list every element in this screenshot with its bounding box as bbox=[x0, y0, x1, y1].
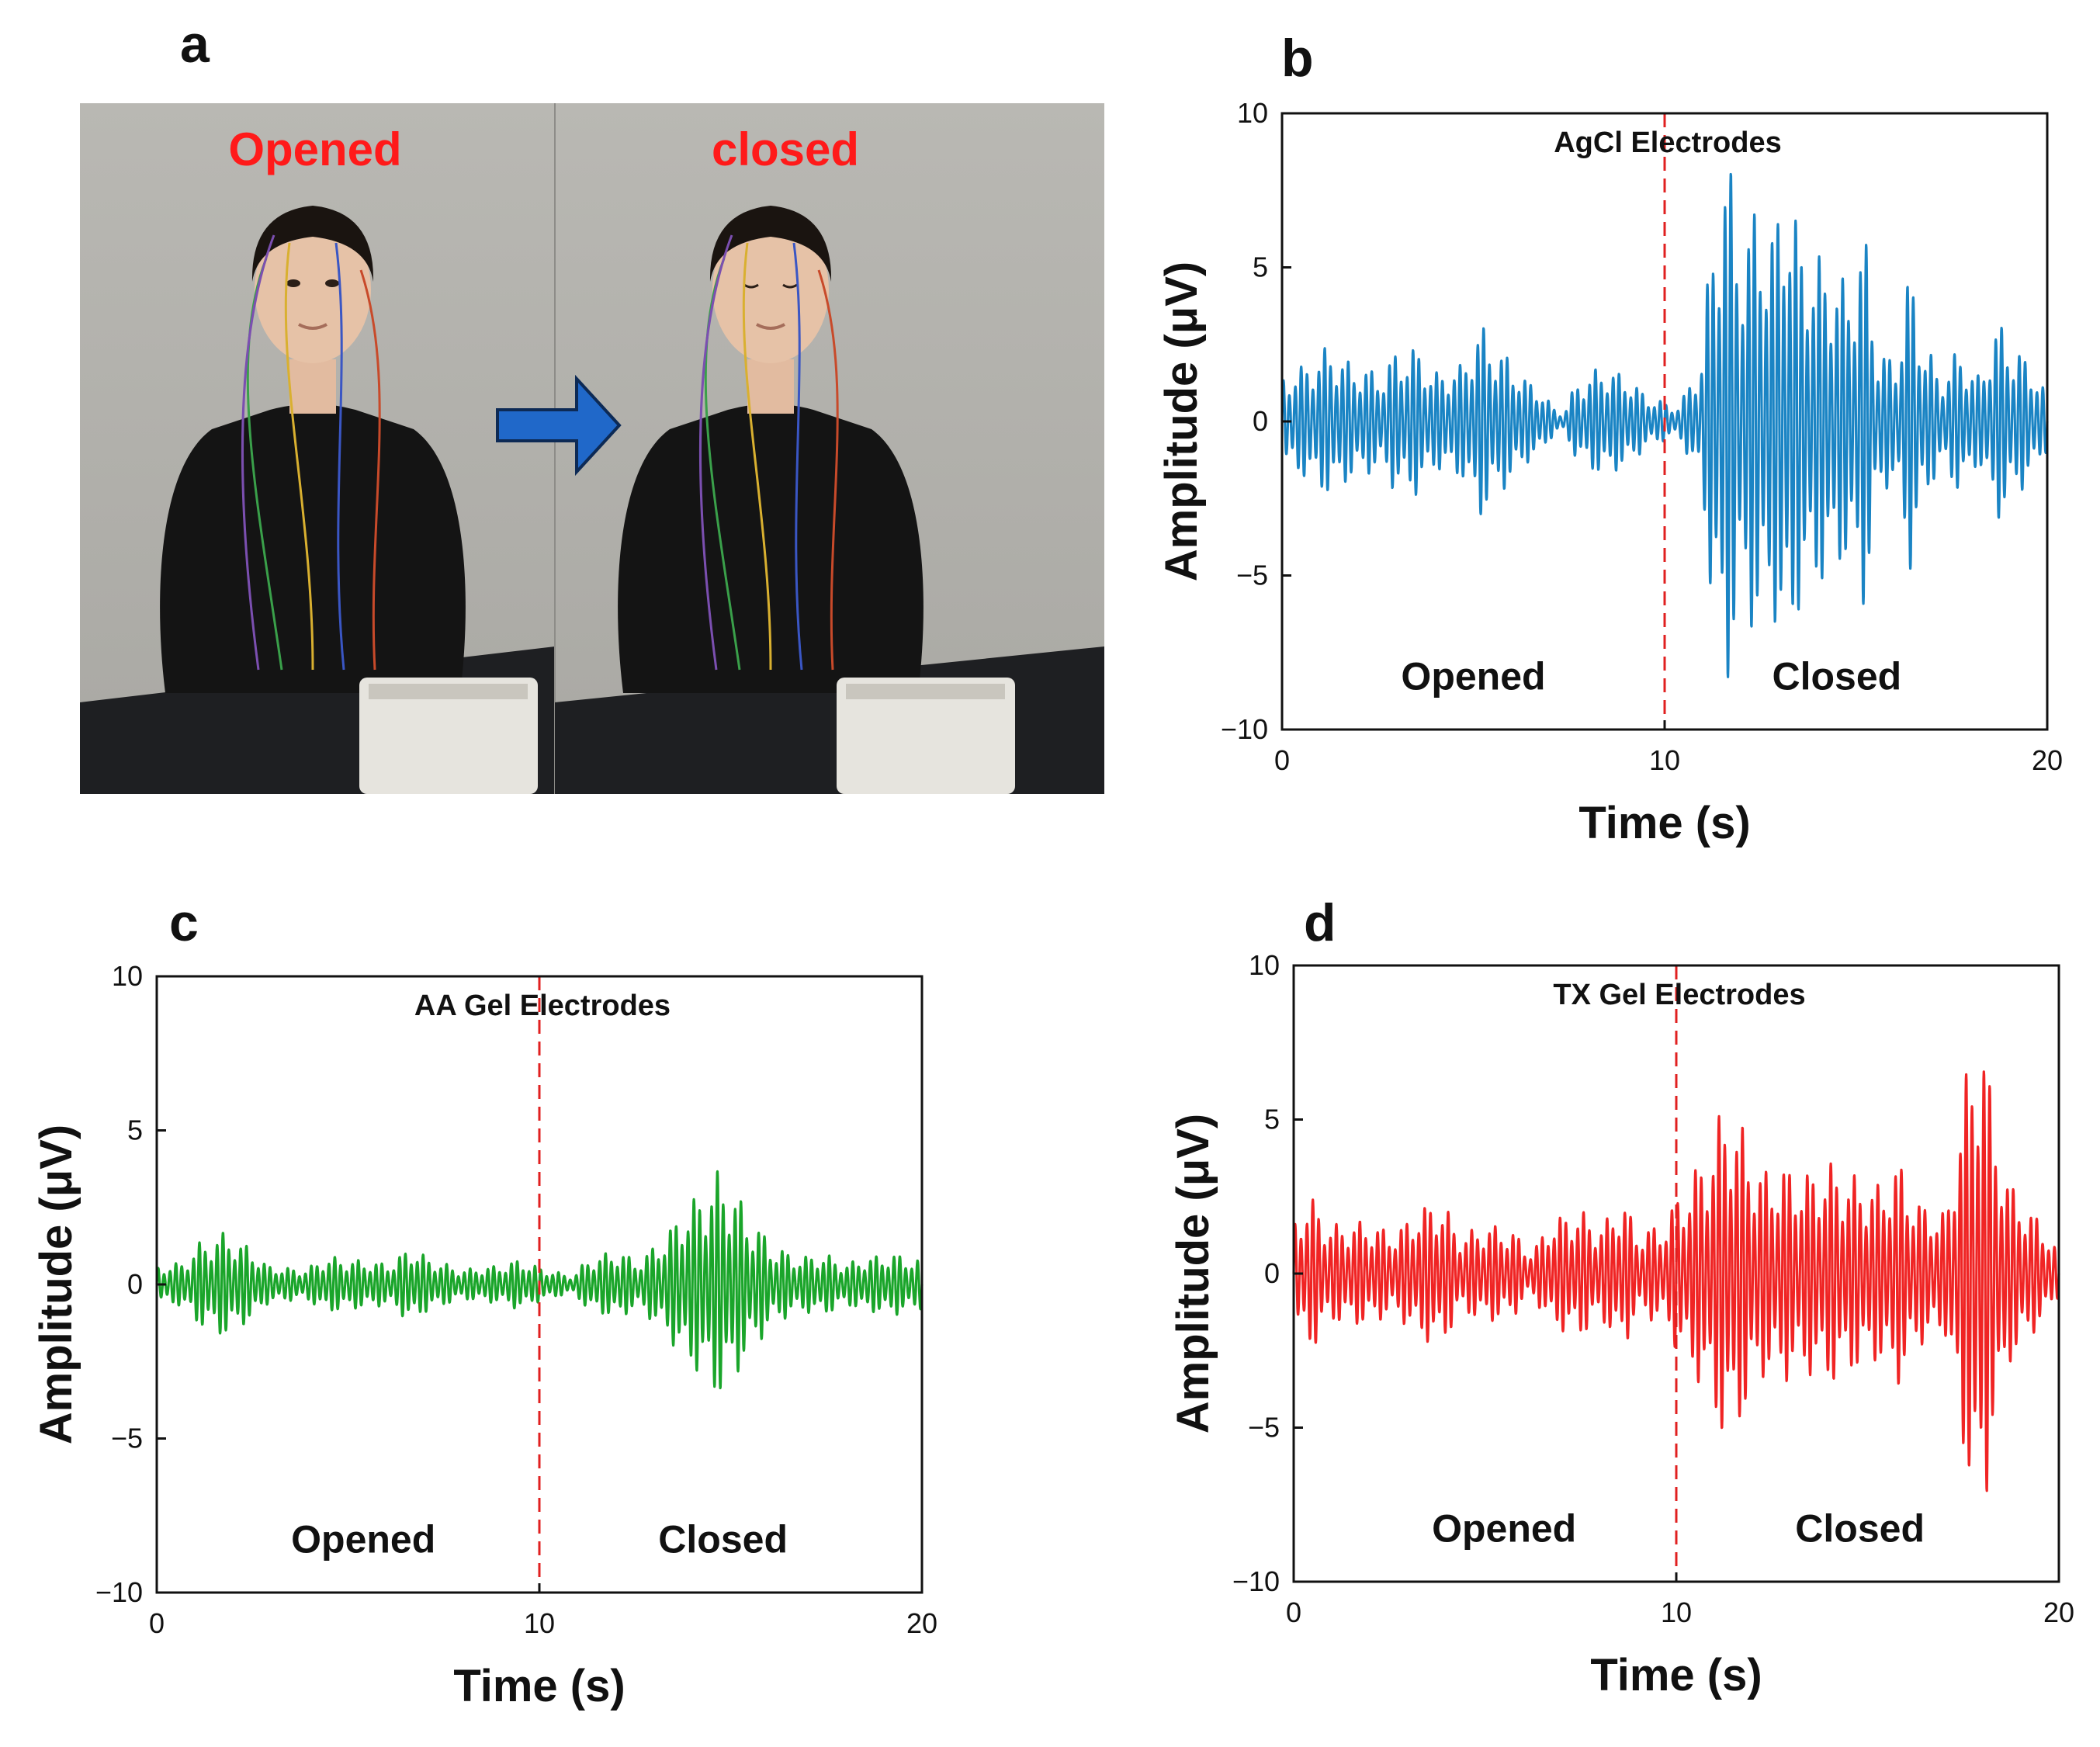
y-tick-label: 0 bbox=[1253, 405, 1268, 437]
y-axis-title: Amplitude (μV) bbox=[1156, 262, 1207, 581]
signal-trace-aa-gel bbox=[155, 1170, 924, 1390]
region-closed-label: Closed bbox=[658, 1517, 788, 1561]
y-tick-label: 5 bbox=[127, 1114, 143, 1146]
x-axis-title: Time (s) bbox=[1590, 1650, 1762, 1700]
x-tick-label: 20 bbox=[2032, 744, 2063, 776]
panel-c-letter: c bbox=[169, 893, 199, 952]
signal-line bbox=[1292, 1070, 2060, 1492]
x-tick-label: 10 bbox=[1661, 1596, 1692, 1628]
y-tick-label: 10 bbox=[1237, 97, 1268, 129]
open-eye-left-icon bbox=[286, 279, 300, 287]
signal-line bbox=[155, 1170, 924, 1390]
y-tick-label: −5 bbox=[111, 1423, 143, 1454]
x-tick-label: 10 bbox=[1649, 744, 1680, 776]
transition-arrow-icon bbox=[496, 374, 622, 477]
y-tick-label: 0 bbox=[127, 1268, 143, 1300]
x-tick-label: 20 bbox=[906, 1607, 937, 1639]
y-tick-label: 0 bbox=[1264, 1257, 1280, 1289]
y-tick-label: 10 bbox=[112, 960, 143, 992]
chart-title: AA Gel Electrodes bbox=[414, 990, 671, 1022]
plot-frame bbox=[155, 975, 924, 1594]
x-tick-label: 10 bbox=[524, 1607, 555, 1639]
plot-frame bbox=[1280, 112, 2049, 731]
x-axis-title: Time (s) bbox=[1578, 798, 1750, 848]
y-tick-label: 5 bbox=[1264, 1104, 1280, 1135]
y-axis-title: Amplitude (μV) bbox=[1168, 1114, 1218, 1433]
subject-eyes-open-photo bbox=[80, 103, 555, 794]
y-tick-label: 5 bbox=[1253, 251, 1268, 283]
region-opened-label: Opened bbox=[1401, 654, 1545, 698]
chart-title: AgCl Electrodes bbox=[1554, 127, 1782, 159]
panel-a-letter: a bbox=[180, 15, 210, 74]
panel-b-letter: b bbox=[1281, 29, 1314, 88]
x-tick-label: 0 bbox=[1286, 1596, 1301, 1628]
x-tick-label: 0 bbox=[149, 1607, 165, 1639]
signal-trace-agcl bbox=[1280, 172, 2049, 678]
eeg-photo-panel: Opened closed bbox=[80, 103, 1104, 794]
region-opened-label: Opened bbox=[291, 1517, 435, 1561]
y-axis-title: Amplitude (μV) bbox=[31, 1125, 81, 1444]
opened-photo-label: Opened bbox=[228, 123, 401, 175]
signal-trace-tx-gel bbox=[1292, 1070, 2060, 1492]
y-tick-label: −10 bbox=[95, 1576, 143, 1608]
panel-d-letter: d bbox=[1304, 893, 1336, 952]
closed-eye-left-icon bbox=[743, 283, 759, 289]
y-tick-label: −5 bbox=[1236, 560, 1268, 591]
closed-photo-label: closed bbox=[712, 123, 859, 175]
region-opened-label: Opened bbox=[1432, 1506, 1576, 1550]
closed-eye-right-icon bbox=[782, 283, 798, 289]
signal-line bbox=[1280, 172, 2049, 678]
x-tick-label: 20 bbox=[2043, 1596, 2074, 1628]
y-tick-label: −5 bbox=[1248, 1412, 1280, 1444]
subject-eyes-closed-photo bbox=[554, 103, 1104, 794]
open-eye-right-icon bbox=[325, 279, 339, 287]
plot-frame bbox=[1292, 964, 2060, 1583]
region-closed-label: Closed bbox=[1795, 1506, 1925, 1550]
x-tick-label: 0 bbox=[1274, 744, 1290, 776]
y-tick-label: −10 bbox=[1221, 713, 1268, 745]
x-axis-title: Time (s) bbox=[453, 1661, 625, 1711]
chart-title: TX Gel Electrodes bbox=[1553, 979, 1805, 1011]
region-closed-label: Closed bbox=[1772, 654, 1901, 698]
y-tick-label: −10 bbox=[1232, 1565, 1280, 1597]
y-tick-label: 10 bbox=[1249, 949, 1280, 981]
